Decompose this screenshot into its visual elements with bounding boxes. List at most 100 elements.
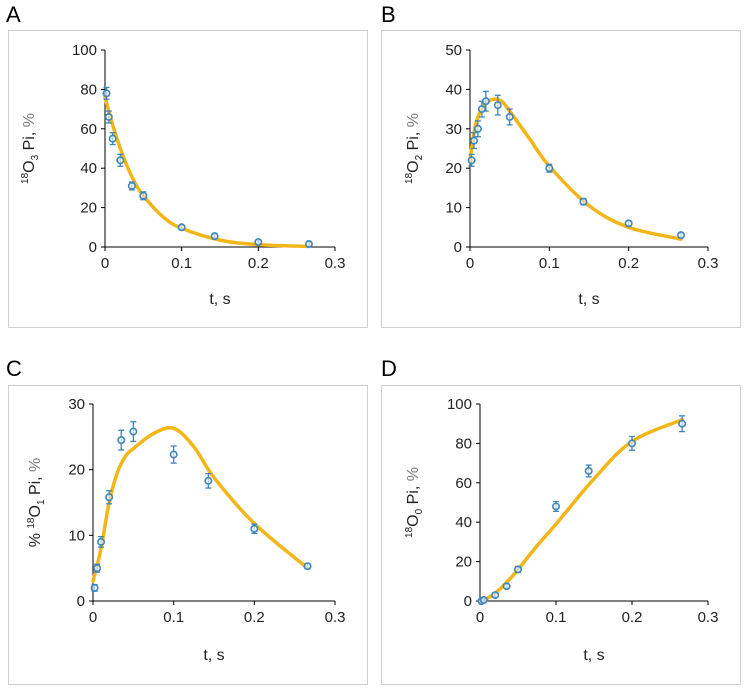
y-tick-label: 80 (455, 435, 472, 452)
y-label-element: O (405, 514, 422, 526)
y-tick-label: 0 (77, 593, 85, 610)
x-tick-label: 0.3 (325, 255, 346, 272)
point-marker (139, 191, 148, 200)
point-marker (304, 240, 313, 249)
data-point (491, 591, 500, 600)
y-tick-label: 80 (80, 81, 97, 98)
point-marker (254, 238, 263, 247)
point-marker (678, 419, 687, 428)
data-point (250, 523, 259, 535)
x-tick-label: 0.1 (539, 255, 560, 272)
data-point (627, 435, 636, 451)
y-label-prefix: % (27, 529, 44, 548)
y-label-element: O (27, 505, 44, 517)
point-marker (505, 112, 514, 121)
data-point (303, 562, 312, 571)
data-point (469, 132, 478, 150)
x-axis-label: t, s (209, 291, 230, 308)
data-point (169, 445, 178, 464)
data-point (678, 415, 687, 433)
data-point (505, 108, 514, 126)
point-marker (579, 197, 588, 206)
data-point (624, 219, 633, 228)
point-marker (481, 97, 490, 106)
y-tick-label: 10 (445, 200, 462, 217)
y-tick-label: 50 (445, 42, 462, 59)
x-tick-label: 0.1 (163, 609, 184, 626)
y-tick-label: 20 (445, 160, 462, 177)
point-marker (90, 583, 99, 592)
y-tick-label: 30 (68, 396, 85, 413)
point-marker (116, 156, 125, 165)
y-label-unit: % (405, 467, 422, 481)
y-label-isotope: 18 (404, 172, 415, 184)
data-point (104, 110, 113, 124)
x-tick-label: 0.2 (244, 609, 265, 626)
x-tick-label: 0 (101, 255, 109, 272)
y-label-unit: % (21, 113, 38, 127)
y-tick-label: 30 (445, 121, 462, 138)
y-tick-label: 10 (68, 527, 85, 544)
x-tick-label: 0.2 (622, 609, 643, 626)
point-marker (584, 466, 593, 475)
y-label-count: 1 (36, 499, 47, 505)
x-tick-label: 0.1 (546, 609, 567, 626)
panel-letter-d: D (381, 356, 397, 381)
data-point (304, 240, 313, 249)
point-marker (97, 537, 106, 546)
y-tick-label: 40 (80, 160, 97, 177)
y-axis-label: 18O3 Pi, % (20, 113, 41, 184)
data-point (204, 472, 213, 489)
point-marker (545, 164, 554, 173)
x-tick-label: 0.2 (248, 255, 269, 272)
panel-c-frame (8, 385, 368, 685)
y-tick-label: 0 (454, 239, 462, 256)
point-marker (627, 439, 636, 448)
fit-curve (468, 97, 683, 241)
point-marker (204, 476, 213, 485)
y-tick-label: 40 (455, 514, 472, 531)
panel-letter-b: B (381, 2, 396, 27)
y-label-count: 0 (414, 508, 425, 514)
data-point (139, 191, 148, 201)
y-tick-label: 60 (455, 475, 472, 492)
y-label-count: 3 (30, 154, 41, 160)
point-marker (513, 565, 522, 574)
y-label-name: Pi, (405, 127, 422, 155)
x-axis-label: t, s (203, 647, 224, 664)
x-tick-label: 0 (89, 609, 97, 626)
x-tick-label: 0.2 (618, 255, 639, 272)
data-point (102, 86, 111, 100)
y-tick-label: 100 (447, 396, 472, 413)
y-label-unit: % (27, 458, 44, 472)
data-point (545, 163, 554, 173)
y-tick-label: 20 (455, 554, 472, 571)
data-point (105, 490, 114, 505)
point-marker (169, 450, 178, 459)
point-marker (127, 181, 136, 190)
point-marker (493, 101, 502, 110)
data-point (473, 120, 482, 138)
data-point (502, 582, 511, 591)
data-point (117, 429, 126, 451)
x-tick-label: 0.3 (698, 609, 719, 626)
y-tick-label: 20 (80, 200, 97, 217)
y-tick-label: 20 (68, 462, 85, 479)
point-marker (105, 493, 114, 502)
data-point (254, 238, 263, 247)
fit-curve (478, 418, 684, 603)
data-point (481, 90, 490, 112)
point-marker (479, 596, 488, 605)
y-label-element: O (405, 160, 422, 172)
point-marker (210, 232, 219, 241)
point-marker (102, 89, 111, 98)
x-axis-label: t, s (578, 291, 599, 308)
point-marker (551, 502, 560, 511)
x-tick-label: 0 (476, 609, 484, 626)
panel-a-frame (8, 30, 368, 328)
y-label-isotope: 18 (26, 517, 37, 529)
point-marker (108, 134, 117, 143)
